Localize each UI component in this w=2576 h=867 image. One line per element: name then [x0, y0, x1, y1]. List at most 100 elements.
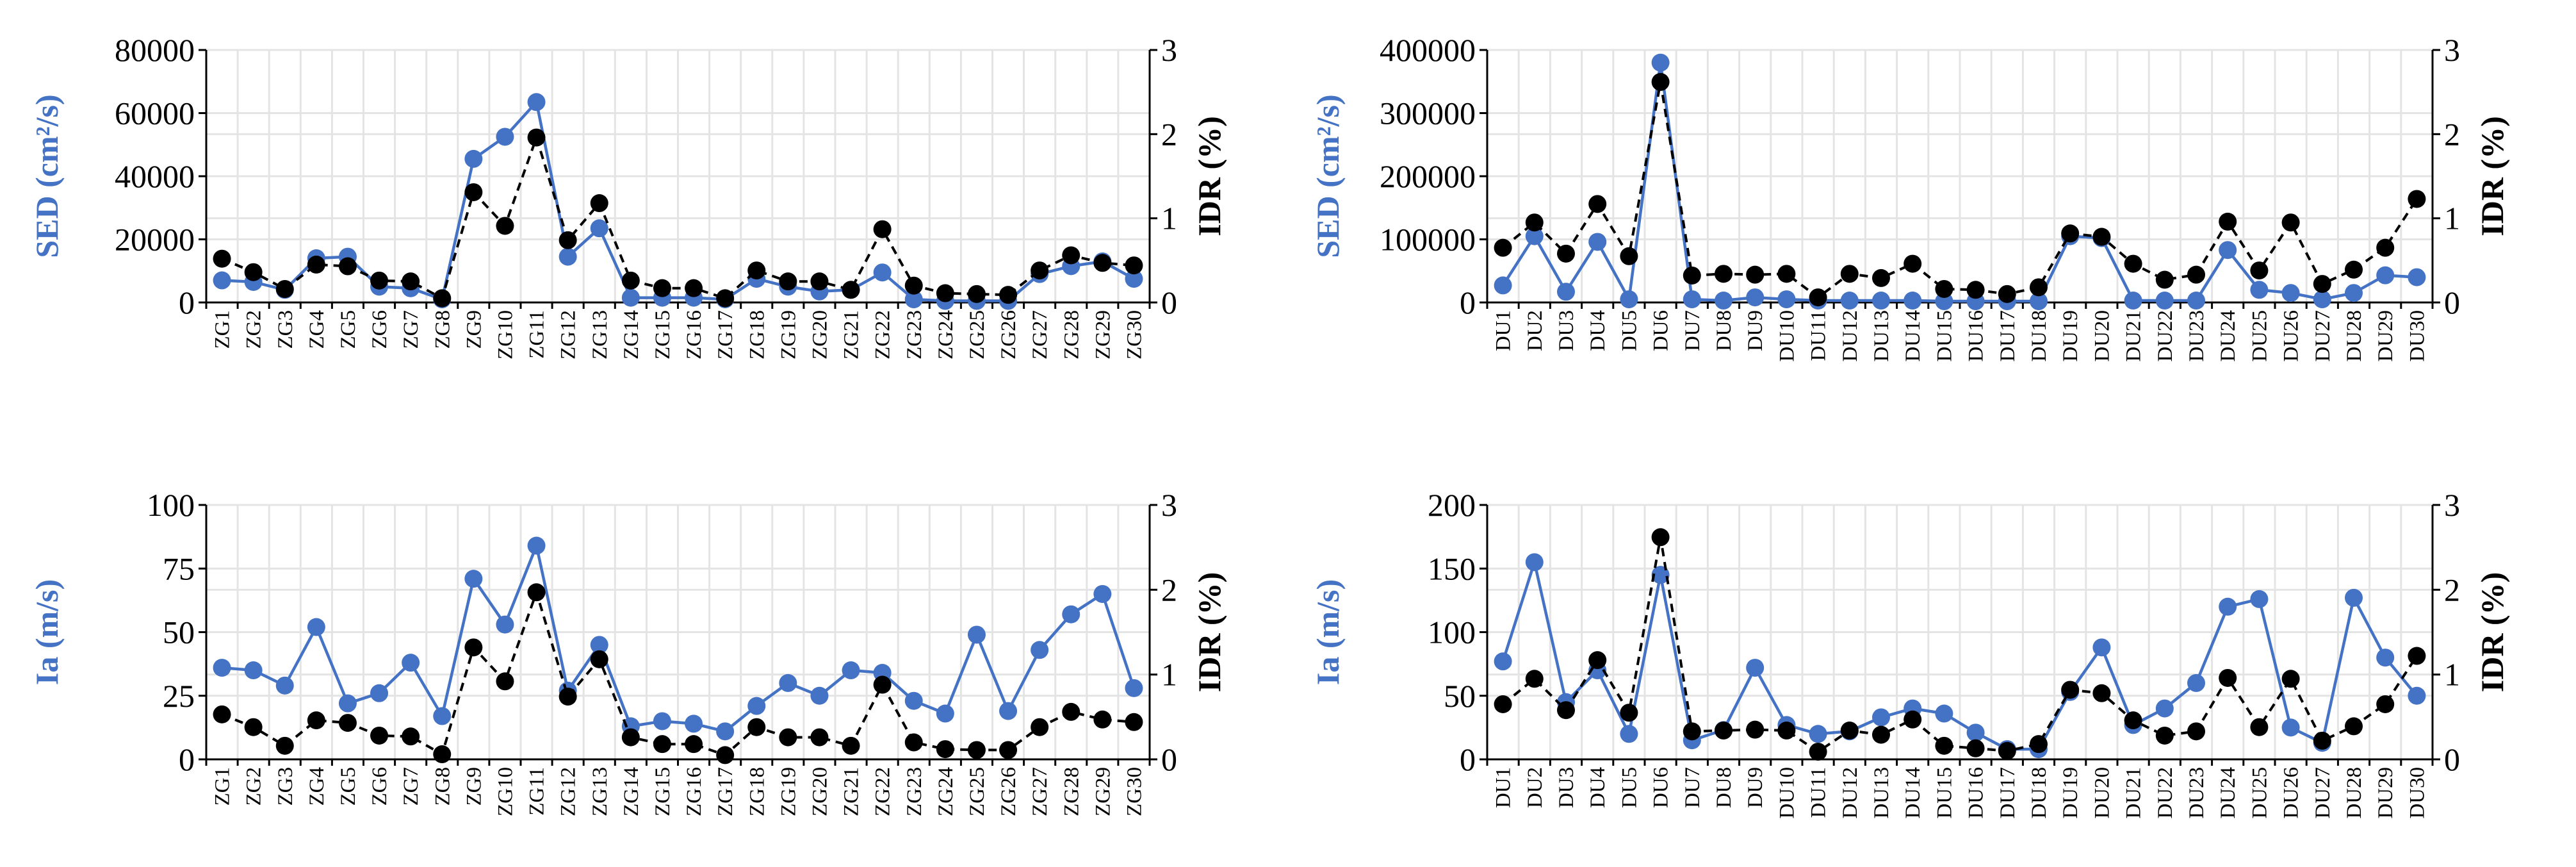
data-point-ia [810, 686, 829, 705]
x-tick-label: ZG23 [903, 767, 926, 816]
x-tick-label: ZG7 [400, 767, 423, 806]
x-tick-label: ZG13 [589, 310, 612, 359]
x-tick-label: DU29 [2374, 310, 2397, 362]
data-point-idr [1809, 288, 1827, 307]
data-point-ia [904, 691, 923, 710]
data-point-idr [967, 285, 986, 303]
data-point-idr [810, 272, 829, 291]
x-tick-label: ZG11 [526, 310, 549, 359]
data-point-idr [779, 272, 797, 291]
data-point-idr [1998, 285, 2016, 303]
data-point-idr [527, 583, 546, 602]
data-point-ia [1525, 553, 1544, 572]
data-point-idr [2219, 212, 2237, 231]
x-tick-label: ZG13 [589, 767, 612, 816]
y-tick-label-left: 100 [1428, 615, 1476, 650]
y-tick-label-left: 20000 [115, 222, 195, 258]
data-point-idr [936, 284, 954, 302]
data-point-idr [653, 735, 671, 754]
data-point-ia [2345, 588, 2363, 607]
x-tick-label: ZG15 [651, 767, 674, 816]
x-tick-label: DU13 [1870, 310, 1893, 362]
data-point-idr [842, 281, 860, 299]
data-point-idr [2030, 278, 2048, 297]
y-tick-label-right: 2 [1161, 572, 1177, 607]
x-tick-label: ZG22 [872, 310, 895, 359]
x-tick-label: ZG10 [494, 767, 517, 816]
x-tick-label: ZG4 [306, 767, 329, 806]
data-point-idr [716, 289, 735, 308]
data-point-ia [1872, 708, 1890, 727]
data-point-ia [338, 694, 357, 713]
data-point-ia [685, 714, 703, 733]
data-point-idr [842, 736, 860, 755]
x-tick-label: DU8 [1713, 310, 1736, 351]
x-tick-label: DU26 [2280, 310, 2303, 362]
data-point-idr [1777, 265, 1796, 283]
x-tick-label: DU10 [1775, 767, 1798, 819]
data-point-idr [433, 745, 452, 764]
x-tick-label: DU26 [2280, 767, 2303, 819]
data-point-ia [402, 654, 420, 672]
y-tick-label-right: 1 [2444, 657, 2460, 693]
x-tick-label: ZG9 [462, 767, 485, 806]
data-point-ia [842, 661, 860, 680]
x-tick-label: ZG22 [872, 767, 895, 816]
data-point-idr [1093, 710, 1112, 729]
data-point-ia [464, 570, 483, 588]
x-tick-label: DU7 [1681, 767, 1704, 808]
x-tick-label: DU28 [2343, 767, 2366, 819]
y-tick-label-right: 1 [1161, 201, 1177, 236]
data-point-idr [1525, 670, 1544, 688]
data-point-idr [275, 736, 294, 755]
data-point-idr [496, 217, 514, 235]
data-point-idr [1966, 739, 1985, 757]
y-tick-label-left: 25 [163, 678, 195, 714]
data-point-sed [621, 288, 640, 307]
data-point-ia [2155, 699, 2174, 718]
y-tick-label-left: 100000 [1380, 222, 1476, 258]
data-point-ia [716, 722, 735, 741]
data-point-ia [307, 618, 325, 636]
x-tick-label: DU5 [1618, 310, 1641, 351]
data-point-sed [496, 128, 514, 146]
x-tick-label: DU3 [1555, 310, 1578, 351]
x-tick-label: DU22 [2154, 767, 2177, 819]
x-tick-label: DU9 [1744, 310, 1767, 351]
x-tick-label: ZG28 [1060, 310, 1083, 359]
data-point-idr [999, 741, 1018, 759]
data-point-idr [1746, 720, 1765, 739]
data-point-sed [1125, 270, 1143, 288]
data-point-idr [213, 705, 231, 723]
x-tick-label: DU25 [2248, 767, 2271, 819]
y-tick-label-right: 2 [2444, 572, 2460, 607]
x-tick-label: ZG24 [934, 310, 958, 359]
data-point-idr [1588, 651, 1607, 670]
y-axis-title-right: IDR (%) [2474, 572, 2510, 692]
data-point-idr [967, 741, 986, 759]
x-tick-label: DU7 [1681, 310, 1704, 351]
data-point-idr [1840, 722, 1859, 740]
y-tick-label-left: 0 [1460, 741, 1476, 777]
x-tick-label: DU23 [2185, 310, 2208, 362]
x-tick-label: DU3 [1555, 767, 1578, 808]
x-tick-label: DU29 [2374, 767, 2397, 819]
data-point-idr [779, 728, 797, 747]
data-point-ia [1062, 605, 1080, 623]
data-point-idr [307, 255, 325, 274]
data-point-idr [2219, 668, 2237, 687]
data-point-ia [1031, 641, 1049, 659]
y-tick-label-right: 2 [2444, 116, 2460, 152]
data-point-idr [1715, 265, 1732, 283]
x-tick-label: DU5 [1618, 767, 1641, 808]
x-tick-label: DU27 [2311, 310, 2335, 362]
x-tick-label: DU25 [2248, 310, 2271, 362]
data-point-idr [904, 276, 923, 295]
data-point-ia [2376, 648, 2395, 667]
data-point-idr [1746, 265, 1765, 284]
x-tick-label: ZG12 [557, 310, 580, 359]
data-point-idr [2030, 735, 2048, 754]
x-tick-label: DU4 [1586, 310, 1610, 351]
data-point-idr [621, 728, 640, 747]
